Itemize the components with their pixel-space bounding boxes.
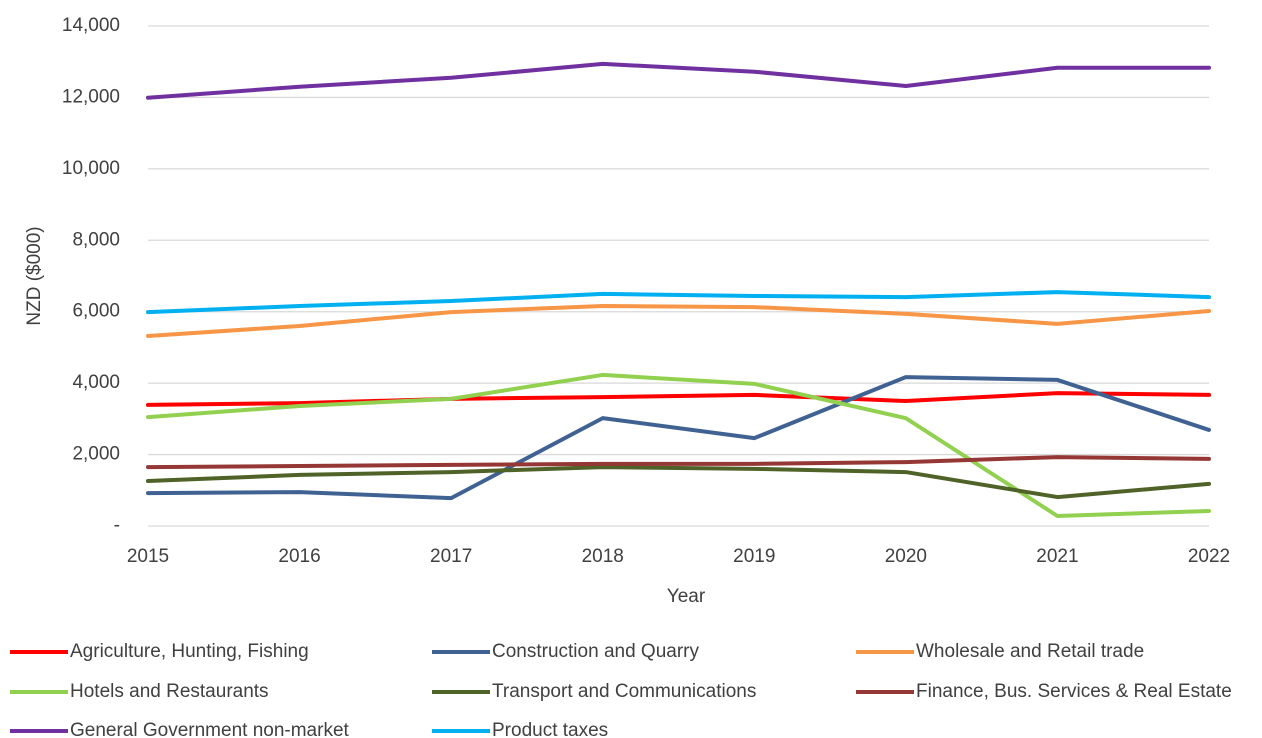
legend-label: General Government non-market <box>70 720 350 738</box>
y-tick-label: - <box>114 515 120 536</box>
y-axis-label: NZD ($000) <box>24 226 45 325</box>
y-tick-label: 12,000 <box>62 86 120 107</box>
x-tick-label: 2015 <box>127 546 169 567</box>
y-tick-label: 4,000 <box>72 372 120 393</box>
legend-label: Finance, Bus. Services & Real Estate <box>916 681 1232 702</box>
x-tick-label: 2016 <box>278 546 320 567</box>
series-line <box>146 372 1211 518</box>
x-tick-label: 2020 <box>885 546 927 567</box>
series-line <box>146 455 1211 470</box>
legend-label: Wholesale and Retail trade <box>916 641 1144 662</box>
series-line <box>146 391 1211 407</box>
x-tick-label: 2019 <box>733 546 775 567</box>
y-tick-label: 8,000 <box>72 229 120 250</box>
legend-label: Construction and Quarry <box>492 641 699 662</box>
series-line <box>146 375 1211 501</box>
series-line <box>146 304 1211 338</box>
legend-label: Hotels and Restaurants <box>70 681 269 702</box>
x-tick-label: 2018 <box>582 546 624 567</box>
x-tick-label: 2017 <box>430 546 472 567</box>
series-line <box>146 465 1211 500</box>
legend-label: Agriculture, Hunting, Fishing <box>70 641 309 662</box>
x-tick-label: 2021 <box>1036 546 1078 567</box>
x-axis-label: Year <box>667 586 706 607</box>
series-line <box>146 290 1211 315</box>
y-tick-label: 6,000 <box>72 301 120 322</box>
series-line <box>146 61 1211 100</box>
x-tick-label: 2022 <box>1188 546 1230 567</box>
y-tick-label: 2,000 <box>72 444 120 465</box>
legend-label: Transport and Communications <box>492 681 756 702</box>
y-tick-label: 10,000 <box>62 158 120 179</box>
y-tick-label: 14,000 <box>62 15 120 36</box>
legend-label: Product taxes <box>492 720 608 738</box>
